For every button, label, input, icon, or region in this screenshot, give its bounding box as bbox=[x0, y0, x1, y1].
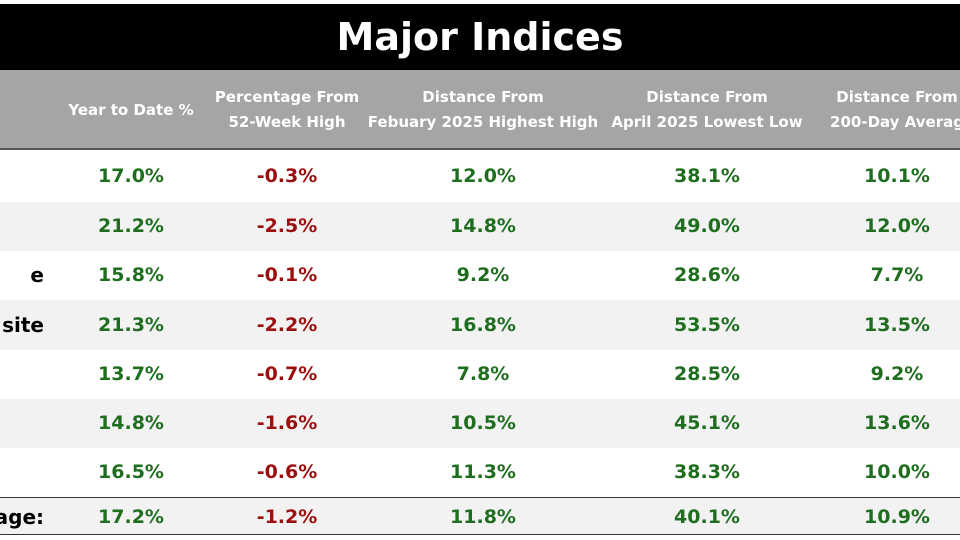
table-cell: 17.0% bbox=[98, 165, 164, 187]
table-cell: 28.6% bbox=[674, 264, 740, 286]
header-cell: Distance From April 2025 Lowest Low bbox=[587, 85, 827, 135]
table-cell: 38.1% bbox=[674, 165, 740, 187]
header-line: 52-Week High bbox=[228, 113, 346, 131]
header-cell: Distance From 200-Day Averag bbox=[777, 85, 960, 135]
table-cell: 7.7% bbox=[870, 264, 924, 286]
table-cell: -2.2% bbox=[256, 314, 318, 336]
table-cell: 9.2% bbox=[456, 264, 510, 286]
header-line: Distance From bbox=[646, 88, 768, 106]
header-line: April 2025 Lowest Low bbox=[611, 113, 803, 131]
table-cell: 12.0% bbox=[450, 165, 516, 187]
header-cell: Year to Date % bbox=[11, 98, 251, 123]
header-line: Distance From bbox=[836, 88, 958, 106]
table-cell: 45.1% bbox=[674, 412, 740, 434]
table-cell: 14.8% bbox=[450, 215, 516, 237]
table-cell: -0.6% bbox=[256, 461, 318, 483]
table-cell: 9.2% bbox=[870, 363, 924, 385]
header-line: Febuary 2025 Highest High bbox=[367, 113, 599, 131]
table-cell: 11.3% bbox=[450, 461, 516, 483]
table-cell: 16.5% bbox=[98, 461, 164, 483]
row-label: e bbox=[30, 263, 44, 287]
table-cell: 13.5% bbox=[864, 314, 930, 336]
table-row: 21.2% -2.5% 14.8% 49.0% 12.0% bbox=[0, 202, 960, 251]
table-cell: 14.8% bbox=[98, 412, 164, 434]
header-line: Percentage From bbox=[214, 88, 360, 106]
table-cell: 10.0% bbox=[864, 461, 930, 483]
table-cell: 10.5% bbox=[450, 412, 516, 434]
table-row: age: 17.2% -1.2% 11.8% 40.1% 10.9% bbox=[0, 497, 960, 535]
table-cell: 13.7% bbox=[98, 363, 164, 385]
table-cell: 38.3% bbox=[674, 461, 740, 483]
table-cell: -1.6% bbox=[256, 412, 318, 434]
title-bar: Major Indices bbox=[0, 4, 960, 70]
table-cell: -0.7% bbox=[256, 363, 318, 385]
header-bar: Year to Date % Percentage From 52-Week Hig… bbox=[0, 70, 960, 150]
table-row: site 21.3% -2.2% 16.8% 53.5% 13.5% bbox=[0, 300, 960, 350]
table-cell: 13.6% bbox=[864, 412, 930, 434]
table-row: 17.0% -0.3% 12.0% 38.1% 10.1% bbox=[0, 152, 960, 201]
table-cell: 10.9% bbox=[864, 506, 930, 528]
table-cell: -2.5% bbox=[256, 215, 318, 237]
table-cell: 10.1% bbox=[864, 165, 930, 187]
table-cell: 21.2% bbox=[98, 215, 164, 237]
table-row: 14.8% -1.6% 10.5% 45.1% 13.6% bbox=[0, 399, 960, 448]
table-cell: 40.1% bbox=[674, 506, 740, 528]
header-line: 200-Day Averag bbox=[830, 113, 960, 131]
table-row: 16.5% -0.6% 11.3% 38.3% 10.0% bbox=[0, 448, 960, 497]
header-cell: Distance From Febuary 2025 Highest High bbox=[363, 85, 603, 135]
row-label: site bbox=[2, 313, 44, 337]
table-cell: 28.5% bbox=[674, 363, 740, 385]
table-row: e 15.8% -0.1% 9.2% 28.6% 7.7% bbox=[0, 251, 960, 300]
title: Major Indices bbox=[336, 15, 624, 59]
table-cell: -0.1% bbox=[256, 264, 318, 286]
header-cell: Percentage From 52-Week High bbox=[167, 85, 407, 135]
header-line: Distance From bbox=[422, 88, 544, 106]
table-cell: 15.8% bbox=[98, 264, 164, 286]
header-line: Year to Date % bbox=[68, 100, 194, 119]
table-cell: 17.2% bbox=[98, 506, 164, 528]
table-cell: 12.0% bbox=[864, 215, 930, 237]
table-cell: -0.3% bbox=[256, 165, 318, 187]
table-cell: 49.0% bbox=[674, 215, 740, 237]
table-cell: 7.8% bbox=[456, 363, 510, 385]
table-row: 13.7% -0.7% 7.8% 28.5% 9.2% bbox=[0, 350, 960, 399]
row-label: age: bbox=[0, 505, 44, 529]
table-cell: 16.8% bbox=[450, 314, 516, 336]
table-cell: -1.2% bbox=[256, 506, 318, 528]
table-cell: 21.3% bbox=[98, 314, 164, 336]
table-cell: 53.5% bbox=[674, 314, 740, 336]
table-cell: 11.8% bbox=[450, 506, 516, 528]
